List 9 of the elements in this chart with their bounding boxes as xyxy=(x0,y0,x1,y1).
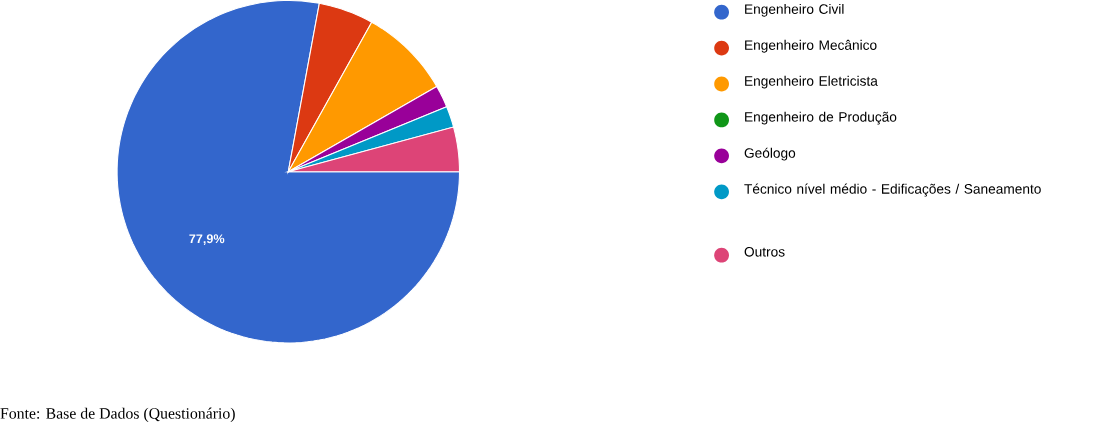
data-label: 77,9% xyxy=(189,234,225,246)
source-note: Fonte: Base de Dados (Questionário) xyxy=(0,407,235,422)
legend-label: Técnico nível médio - Edificações / Saneamento xyxy=(744,183,1041,197)
legend-label: Engenheiro Mecânico xyxy=(745,39,877,53)
legend-label: Engenheiro de Produção xyxy=(745,111,897,125)
legend-label: Geólogo xyxy=(744,147,796,161)
legend-label: Engenheiro Civil xyxy=(745,3,844,17)
legend-label: Outros xyxy=(744,246,785,257)
legend-label: Engenheiro Eletricista xyxy=(745,75,878,89)
